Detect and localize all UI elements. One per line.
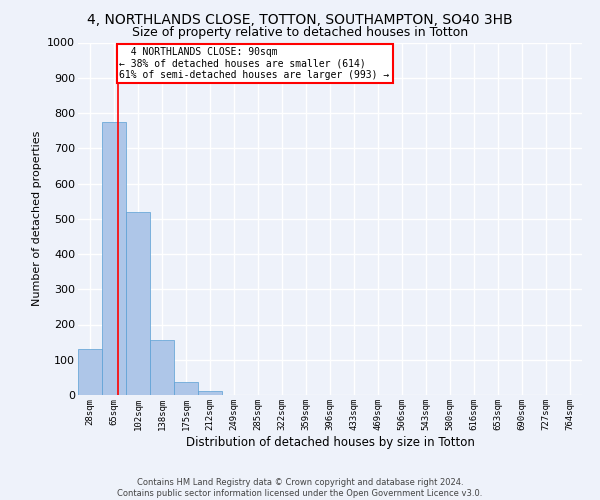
Text: 4 NORTHLANDS CLOSE: 90sqm
← 38% of detached houses are smaller (614)
61% of semi: 4 NORTHLANDS CLOSE: 90sqm ← 38% of detac… — [119, 46, 389, 80]
Text: Size of property relative to detached houses in Totton: Size of property relative to detached ho… — [132, 26, 468, 39]
Bar — [150, 340, 174, 395]
X-axis label: Distribution of detached houses by size in Totton: Distribution of detached houses by size … — [185, 436, 475, 448]
Bar — [174, 382, 198, 395]
Bar — [78, 349, 102, 395]
Text: 4, NORTHLANDS CLOSE, TOTTON, SOUTHAMPTON, SO40 3HB: 4, NORTHLANDS CLOSE, TOTTON, SOUTHAMPTON… — [87, 12, 513, 26]
Bar — [102, 122, 126, 395]
Y-axis label: Number of detached properties: Number of detached properties — [32, 131, 41, 306]
Bar — [126, 212, 150, 395]
Bar — [198, 392, 222, 395]
Text: Contains HM Land Registry data © Crown copyright and database right 2024.
Contai: Contains HM Land Registry data © Crown c… — [118, 478, 482, 498]
